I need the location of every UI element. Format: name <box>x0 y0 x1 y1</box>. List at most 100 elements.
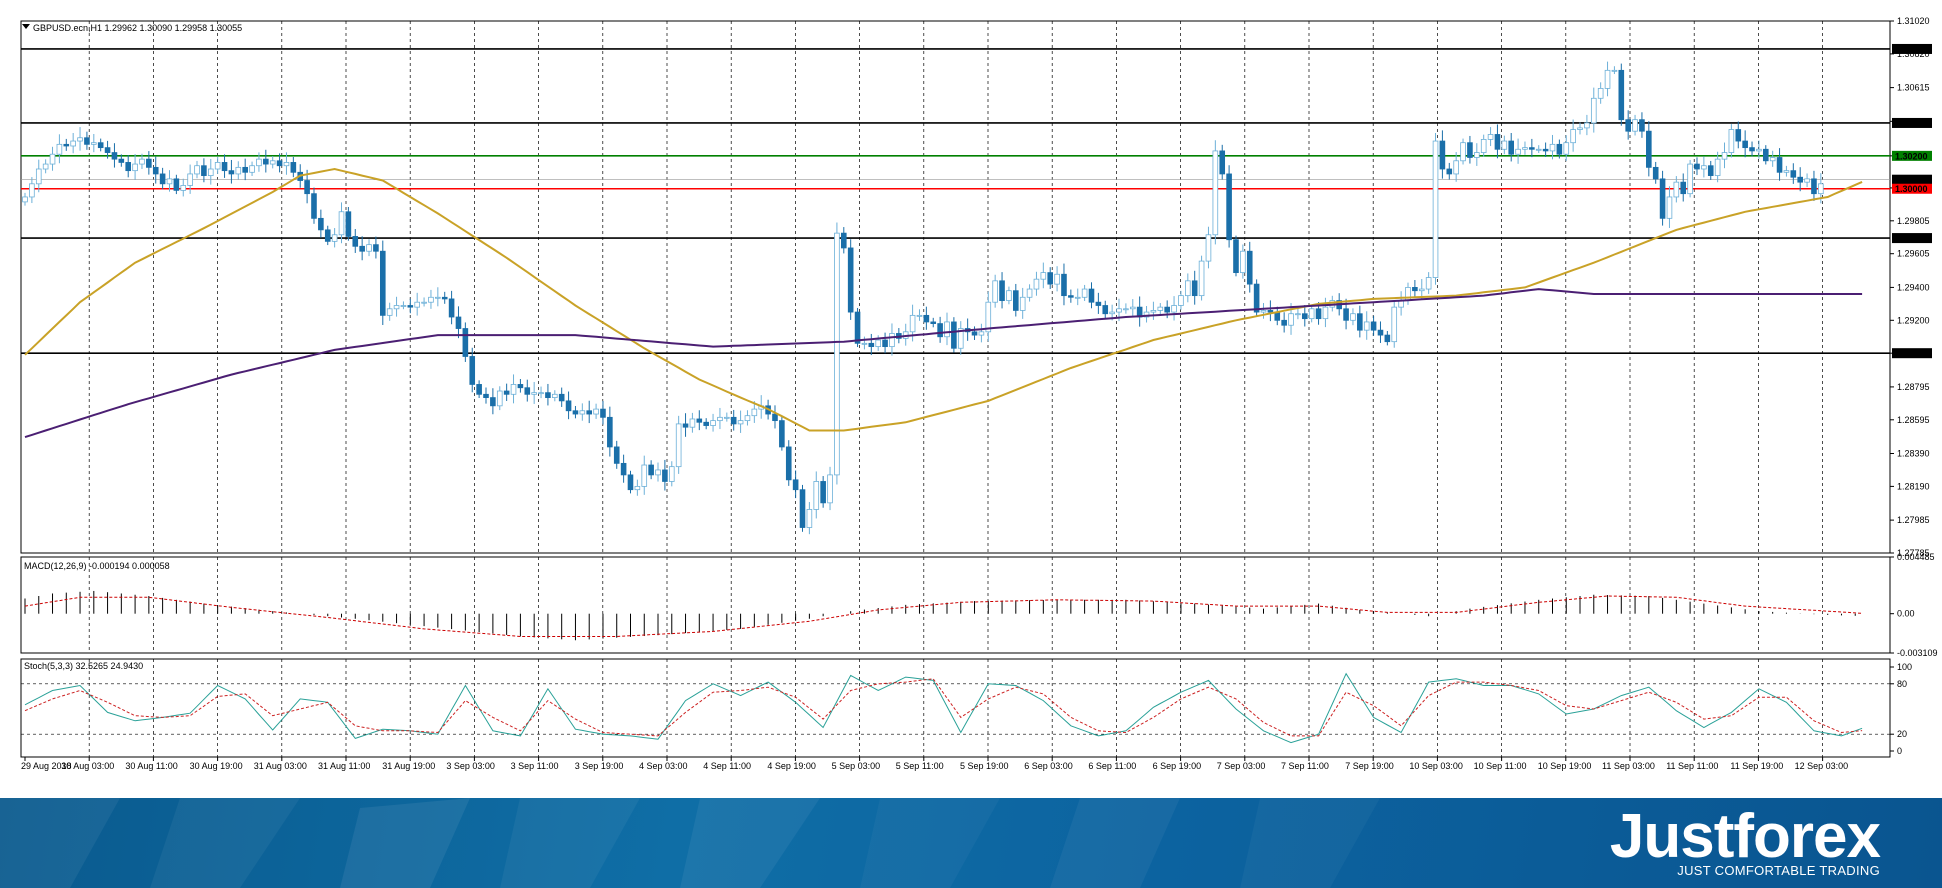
candle-body <box>1019 296 1026 311</box>
candle-body <box>448 298 455 318</box>
main-panel-title: GBPUSD.ecn,H1 1.29962 1.30090 1.29958 1.… <box>33 23 242 33</box>
candle-body <box>1474 152 1480 158</box>
candle-body <box>1769 157 1776 162</box>
candle-body <box>751 408 758 417</box>
candle-body <box>916 314 923 317</box>
candle-body <box>648 464 654 476</box>
candle-body <box>875 339 881 348</box>
candle-body <box>985 301 992 333</box>
candle-body <box>180 185 187 191</box>
brand-tagline: JUST COMFORTABLE TRADING <box>1677 863 1880 878</box>
candle-body <box>146 158 152 168</box>
macd-panel: 0.004485 0.00 -0.003109 <box>20 552 1938 658</box>
stochastic-title: Stoch(5,3,3) 32.5265 24.9430 <box>24 661 143 671</box>
level-label: 1.30850 <box>1895 44 1928 54</box>
candle-body <box>462 328 469 357</box>
candle-body <box>1246 250 1253 285</box>
candle-body <box>600 408 606 418</box>
candle-body <box>324 229 331 242</box>
price-tick-label: 1.27785 <box>1897 548 1930 558</box>
level-label: 1.30055 <box>1895 175 1928 185</box>
candle-body <box>641 464 648 487</box>
macd-title: MACD(12,26,9) -0.000194 0.000058 <box>24 561 170 571</box>
candle-body <box>1370 321 1377 331</box>
main-panel-frame <box>20 20 1891 554</box>
candle-body <box>579 410 586 415</box>
stochastic-panel: 100 80 20 0 <box>20 658 1912 758</box>
candle-body <box>1446 168 1453 175</box>
candle-body <box>228 170 235 175</box>
candle-body <box>435 296 441 299</box>
candle-body <box>393 305 400 310</box>
candle-body <box>662 469 668 482</box>
candle-body <box>1006 290 1012 301</box>
candle-body <box>545 392 551 398</box>
candle-body <box>311 193 317 219</box>
candle-body <box>1439 140 1446 170</box>
collapse-triangle-icon[interactable] <box>22 24 30 29</box>
candle-body <box>290 162 297 173</box>
candle-body <box>1357 313 1363 331</box>
time-tick-label: 6 Sep 11:00 <box>1088 761 1136 771</box>
candle-body <box>1171 305 1177 313</box>
candle-body <box>276 160 283 167</box>
candle-body <box>1762 148 1769 162</box>
candle-body <box>1756 148 1762 152</box>
time-tick-label: 5 Sep 19:00 <box>960 761 1009 771</box>
candle-body <box>345 211 352 237</box>
candle-body <box>675 423 682 468</box>
candle-body <box>558 393 565 402</box>
candle-body <box>1308 308 1315 320</box>
candle-body <box>400 305 407 307</box>
candle-body <box>1233 239 1239 274</box>
candle-body <box>63 143 70 147</box>
candle-body <box>132 163 138 172</box>
candle-body <box>1597 88 1604 99</box>
candle-body <box>1687 163 1693 195</box>
candle-body <box>201 165 207 176</box>
candle-body <box>331 234 338 242</box>
price-tick-label: 1.28795 <box>1897 382 1930 392</box>
candle-body <box>166 178 173 185</box>
candle-body <box>854 311 861 344</box>
candle-body <box>1240 250 1246 274</box>
candle-body <box>999 280 1005 301</box>
candle-body <box>1054 273 1060 285</box>
candle-body <box>538 392 544 395</box>
candle-body <box>799 489 806 528</box>
candle-body <box>207 168 214 176</box>
candle-body <box>49 153 56 165</box>
candle-body <box>42 163 49 170</box>
candle-body <box>1707 165 1714 176</box>
price-tick-label: 1.29200 <box>1897 315 1930 325</box>
candle-body <box>84 137 90 145</box>
candle-body <box>620 462 627 476</box>
candle-body <box>813 481 820 510</box>
level-label-bg <box>1892 348 1932 359</box>
candle-body <box>1467 142 1473 158</box>
time-tick-label: 12 Sep 03:00 <box>1795 761 1849 771</box>
time-tick-label: 4 Sep 19:00 <box>767 761 816 771</box>
candle-body <box>1322 306 1329 320</box>
candle-body <box>1095 301 1102 306</box>
moving-average-line <box>24 288 1863 439</box>
candle-body <box>1611 69 1618 72</box>
candle-body <box>1570 129 1576 144</box>
candle-body <box>1315 308 1322 320</box>
candle-body <box>1040 272 1047 280</box>
time-tick-label: 7 Sep 11:00 <box>1281 761 1329 771</box>
price-tick-label: 1.28595 <box>1897 415 1930 425</box>
level-label: 1.30000 <box>1895 184 1928 194</box>
candle-body <box>1487 134 1494 140</box>
level-label: 1.29700 <box>1895 234 1928 244</box>
candle-body <box>1219 150 1226 175</box>
candle-body <box>696 418 703 423</box>
candle-body <box>785 446 792 481</box>
candle-body <box>352 236 359 247</box>
candle-body <box>1391 306 1398 343</box>
candle-body <box>1109 311 1115 315</box>
candle-body <box>710 420 716 426</box>
candle-body <box>772 413 778 422</box>
candle-body <box>1577 127 1583 130</box>
time-tick-label: 30 Aug 03:00 <box>61 761 114 771</box>
